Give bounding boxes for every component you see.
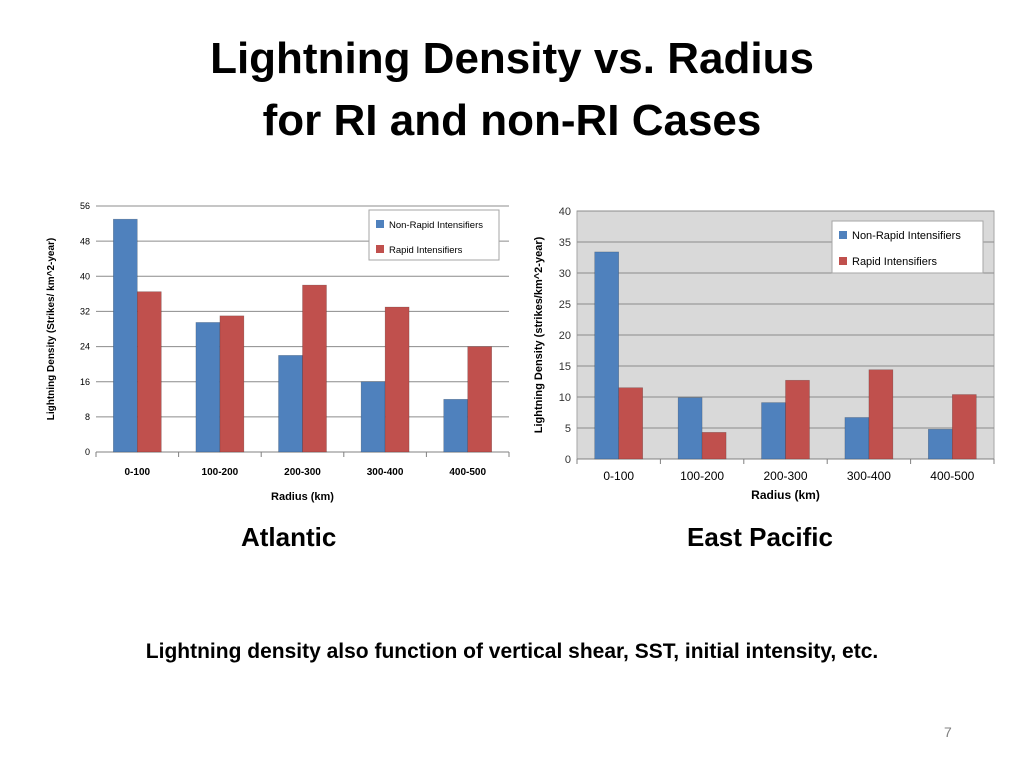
y-tick-label: 8 [85,412,90,422]
bar-rapid [868,369,894,460]
y-tick-label: 0 [565,454,571,466]
y-tick-label: 48 [80,236,90,246]
bar-non-rapid [278,355,303,453]
bar-non-rapid [677,397,703,460]
y-tick-label: 32 [80,307,90,317]
bar-non-rapid [927,428,953,460]
bar-rapid [302,284,327,453]
y-tick-label: 20 [559,330,571,342]
legend-swatch-rapid [839,257,847,265]
east-pacific-chart-svg: 0 5 10 15 20 25 30 35 40 0-100 100-200 200-300 300-4… [533,206,995,502]
bar-non-rapid [195,322,221,453]
bar-non-rapid [594,251,619,460]
y-tick-label: 24 [80,342,90,352]
y-tick-label: 25 [559,299,571,311]
y-tick-label: 5 [565,423,571,435]
x-tick-label: 300-400 [367,467,404,478]
atlantic-chart: 0 8 16 24 32 40 48 56 0-100 100-200 200-300 300-400… [40,196,510,512]
legend-label-rapid: Rapid Intensifiers [852,256,937,268]
y-tick-label: 40 [559,206,571,218]
x-tick-label: 100-200 [202,467,239,478]
slide-title: Lightning Density vs. Radius for RI and … [0,28,1024,152]
bar-non-rapid [113,218,138,453]
bar-rapid [785,379,810,460]
y-axis-label: Lightning Density (strikes/km^2-year) [533,236,545,433]
y-tick-label: 40 [80,271,90,281]
caption-atlantic: Atlantic [241,522,337,552]
x-axis-label: Radius (km) [271,491,334,503]
legend-label-non-rapid: Non-Rapid Intensifiers [389,220,483,231]
x-axis-label: Radius (km) [751,488,820,502]
bar-rapid [384,306,410,453]
bar-rapid [618,387,643,460]
legend-box [831,220,984,274]
legend-box [368,209,500,261]
bar-non-rapid [360,381,386,453]
bar-rapid [467,346,493,453]
y-tick-label: 16 [80,377,90,387]
y-axis-label: Lightning Density (Strikes/ km^2-year) [46,238,57,421]
x-tick-label: 400-500 [449,467,486,478]
legend-swatch-non-rapid [839,231,847,239]
legend-label-non-rapid: Non-Rapid Intensifiers [852,230,961,242]
x-tick-label: 400-500 [930,469,974,483]
x-tick-label: 100-200 [680,469,724,483]
x-tick-label: 300-400 [847,469,891,483]
legend-label-rapid: Rapid Intensifiers [389,245,463,256]
y-tick-label: 15 [559,361,571,373]
bar-rapid [951,394,977,460]
y-tick-label: 35 [559,237,571,249]
bar-non-rapid [761,402,786,460]
page-number: 7 [944,724,952,740]
y-tick-label: 0 [85,447,90,457]
x-tick-label: 0-100 [603,469,634,483]
bar-non-rapid [443,398,469,453]
bar-rapid [701,432,727,460]
x-tick-label: 0-100 [125,467,151,478]
bar-non-rapid [844,417,870,460]
east-pacific-chart: 0 5 10 15 20 25 30 35 40 0-100 100-200 200-300 300-4… [530,200,1000,510]
legend-swatch-non-rapid [376,220,384,228]
y-tick-label: 56 [80,201,90,211]
legend-swatch-rapid [376,245,384,253]
title-line-1: Lightning Density vs. Radius [210,34,814,83]
x-tick-label: 200-300 [763,469,807,483]
x-tick-label: 200-300 [284,467,321,478]
bar-rapid [219,315,245,453]
footnote: Lightning density also function of verti… [145,640,879,663]
caption-east-pacific: East Pacific [687,522,833,552]
title-line-2: for RI and non-RI Cases [262,96,762,145]
y-tick-label: 10 [559,392,571,404]
bar-rapid [137,291,162,453]
y-tick-label: 30 [559,268,571,280]
atlantic-chart-svg: 0 8 16 24 32 40 48 56 0-100 100-200 200-300 300-400… [46,201,510,503]
